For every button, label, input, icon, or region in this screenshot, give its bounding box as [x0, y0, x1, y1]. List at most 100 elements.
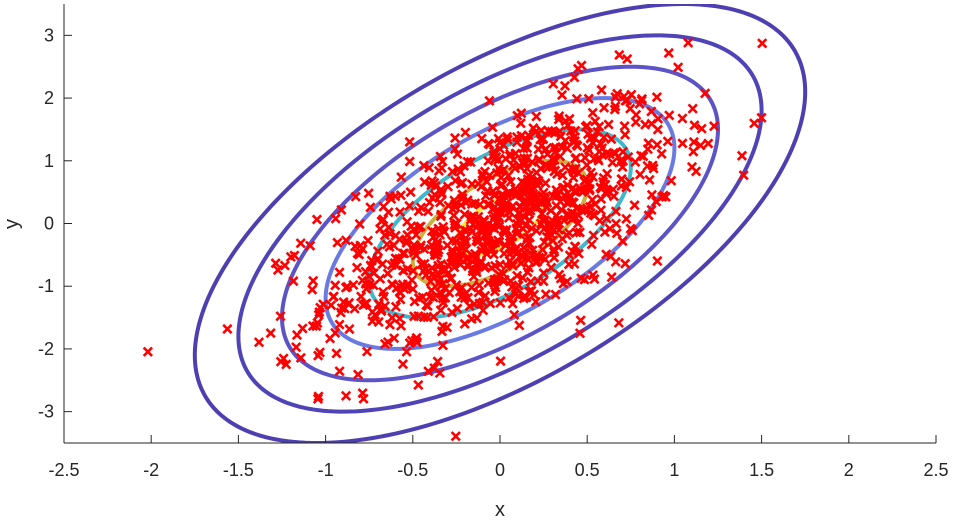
- scatter-point: [334, 319, 345, 330]
- scatter-point: [253, 337, 265, 348]
- scatter-point: [561, 276, 573, 287]
- scatter-point: [523, 254, 534, 265]
- scatter-point: [490, 282, 501, 293]
- scatter-point: [450, 431, 461, 442]
- scatter-point: [586, 239, 597, 250]
- scatter-point: [437, 156, 448, 167]
- scatter-point: [530, 296, 541, 307]
- x-tick-label: -1: [318, 460, 334, 480]
- scatter-point: [505, 176, 516, 187]
- scatter-point: [504, 234, 516, 245]
- scatter-point: [603, 119, 614, 130]
- scatter-point: [549, 128, 560, 139]
- scatter-point: [677, 138, 688, 149]
- scatter-point: [519, 186, 531, 197]
- scatter-point: [531, 225, 542, 236]
- scatter-point: [307, 320, 319, 332]
- scatter-point: [456, 282, 467, 293]
- scatter-point: [460, 127, 471, 138]
- x-tick-label: -2.5: [48, 460, 79, 480]
- scatter-point: [460, 244, 471, 255]
- scatter-point: [528, 123, 539, 134]
- scatter-point: [540, 289, 551, 300]
- contour-line-6: [236, 33, 764, 414]
- scatter-point: [395, 294, 406, 305]
- scatter-point: [564, 250, 575, 261]
- scatter-point: [361, 488, 369, 496]
- scatter-point: [406, 274, 418, 286]
- contour-line-5: [280, 64, 720, 383]
- scatter-point: [466, 282, 477, 293]
- scatter-point: [651, 139, 663, 150]
- scatter-point: [487, 238, 498, 249]
- scatter-point: [474, 298, 485, 309]
- scatter-point: [494, 212, 505, 223]
- scatter-point: [616, 174, 627, 185]
- scatter-point: [308, 275, 319, 287]
- scatter-point: [598, 132, 610, 143]
- x-tick-label: 2: [844, 460, 854, 480]
- scatter-point: [363, 271, 375, 282]
- scatter-point: [621, 182, 632, 193]
- scatter-point: [289, 250, 300, 261]
- scatter-point: [495, 297, 506, 308]
- scatter-point: [390, 301, 402, 312]
- scatter-point: [564, 197, 575, 208]
- scatter-point: [413, 310, 424, 322]
- scatter-point: [522, 205, 533, 216]
- scatter-point: [419, 258, 430, 269]
- scatter-point: [408, 239, 420, 251]
- scatter-point: [313, 350, 324, 361]
- scatter-point: [564, 193, 575, 204]
- scatter-point: [340, 235, 352, 246]
- scatter-point: [378, 291, 390, 302]
- scatter-point: [562, 120, 573, 131]
- scatter-point: [644, 174, 655, 186]
- scatter-point: [566, 214, 578, 225]
- y-tick-label: -1: [38, 276, 54, 296]
- scatter-point: [270, 258, 281, 269]
- scatter-point: [367, 306, 378, 318]
- scatter-point: [480, 290, 491, 301]
- scatter-point: [584, 201, 596, 213]
- scatter-point: [513, 227, 524, 238]
- scatter-point: [523, 170, 535, 181]
- scatter-point: [401, 235, 412, 246]
- scatter-point: [647, 160, 658, 171]
- scatter-point: [351, 262, 363, 273]
- y-tick-label: 2: [44, 88, 54, 108]
- scatter-point: [569, 72, 580, 83]
- scatter-point: [446, 307, 458, 318]
- scatter-point: [652, 255, 663, 267]
- x-tick-label: 1: [669, 460, 679, 480]
- x-tick-label: 0: [495, 460, 505, 480]
- scatter-point: [575, 315, 586, 326]
- scatter-point: [531, 111, 542, 122]
- scatter-point: [630, 156, 641, 168]
- scatter-point: [362, 235, 374, 246]
- scatter-point: [540, 193, 551, 204]
- scatter-point: [330, 213, 341, 224]
- scatter-point: [386, 193, 397, 205]
- scatter-point: [399, 283, 410, 294]
- scatter-point: [436, 289, 447, 300]
- scatter-point: [560, 135, 571, 146]
- scatter-point: [334, 267, 345, 278]
- scatter-point: [656, 148, 667, 160]
- scatter-point: [474, 217, 485, 228]
- scatter-point: [677, 113, 688, 124]
- scatter-point: [494, 143, 506, 155]
- scatter-point: [588, 230, 599, 241]
- scatter-point: [476, 245, 487, 257]
- scatter-point: [142, 346, 153, 357]
- scatter-point: [531, 175, 542, 186]
- scatter-point: [291, 342, 302, 353]
- scatter-point: [328, 291, 339, 303]
- scatter-point: [435, 211, 446, 222]
- scatter-point: [361, 346, 373, 357]
- scatter-point: [495, 201, 506, 212]
- scatter-point: [522, 232, 533, 243]
- scatter-point: [518, 143, 529, 154]
- scatter-point: [305, 240, 316, 251]
- scatter-point: [749, 118, 760, 129]
